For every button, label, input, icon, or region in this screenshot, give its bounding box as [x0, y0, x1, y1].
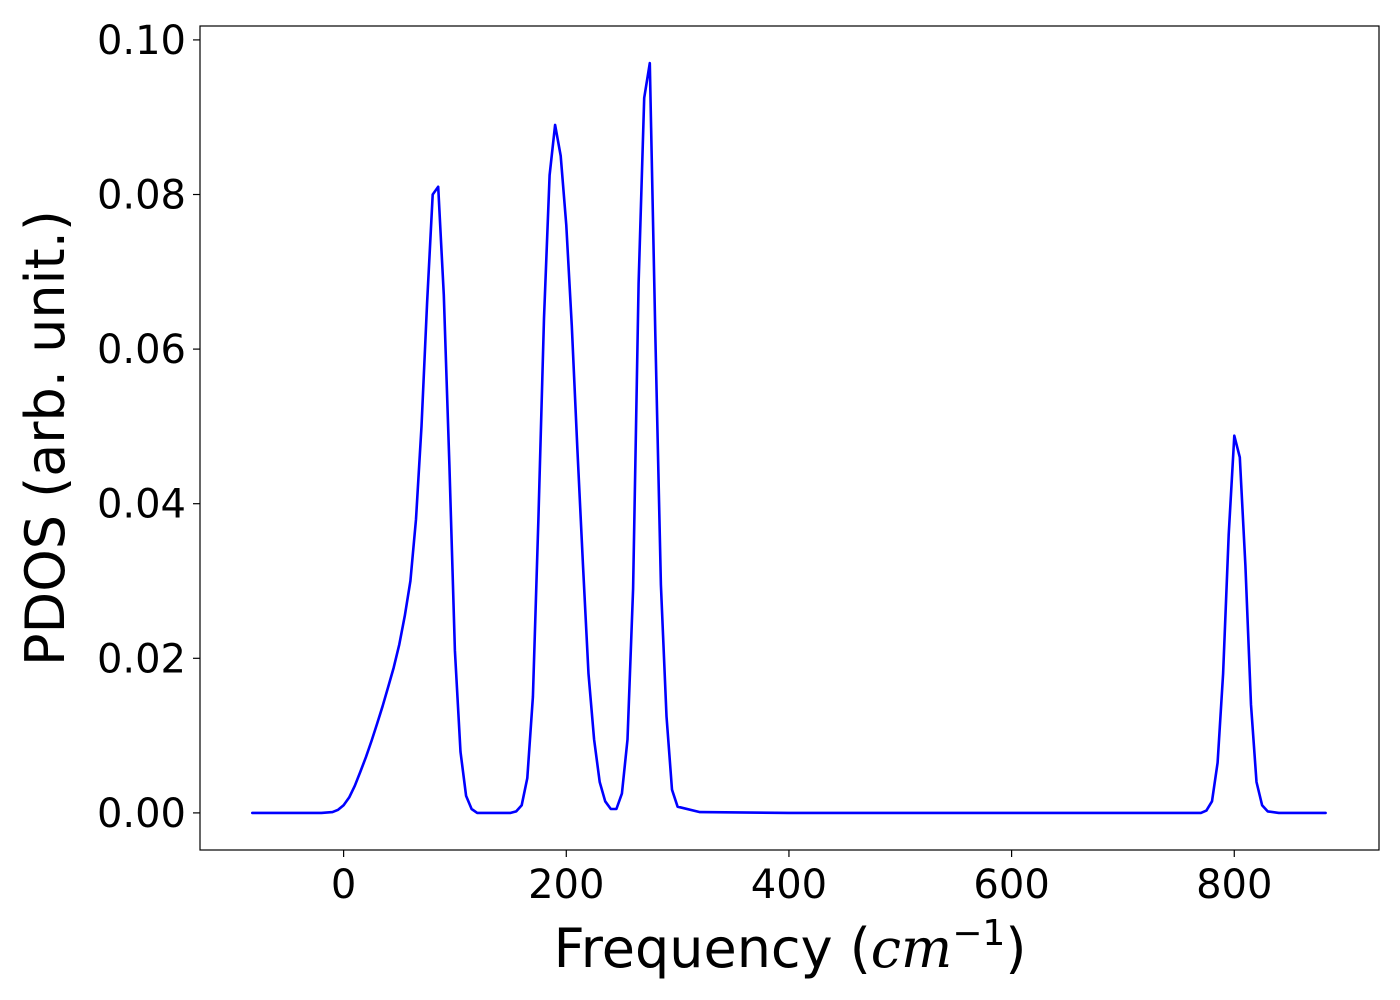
x-axis-title-prefix: Frequency (	[554, 917, 871, 980]
x-axis-title-suffix: )	[1005, 917, 1026, 980]
y-tick-label: 0.00	[97, 791, 186, 837]
x-axis: 0 200 400 600 800	[331, 850, 1272, 908]
y-tick-label: 0.06	[97, 327, 186, 373]
y-tick-label: 0.02	[97, 636, 186, 682]
series-layer	[251, 61, 1327, 815]
x-tick-label: 600	[973, 862, 1049, 908]
y-tick-label: 0.04	[97, 482, 186, 528]
x-tick-label: 400	[751, 862, 827, 908]
plot-area	[200, 26, 1379, 850]
y-tick-label: 0.08	[97, 173, 186, 219]
pdos-series-line	[251, 61, 1327, 815]
x-axis-title: Frequency (cm−1)	[554, 913, 1027, 980]
y-axis: 0.00 0.02 0.04 0.06 0.08 0.10	[97, 18, 200, 837]
x-axis-title-math: cm	[871, 917, 952, 980]
x-axis-title-superscript: −1	[952, 913, 1005, 954]
y-axis-title: PDOS (arb. unit.)	[14, 210, 77, 666]
y-tick-label: 0.10	[97, 18, 186, 64]
x-tick-label: 800	[1196, 862, 1272, 908]
x-tick-label: 200	[528, 862, 604, 908]
x-tick-label: 0	[331, 862, 356, 908]
